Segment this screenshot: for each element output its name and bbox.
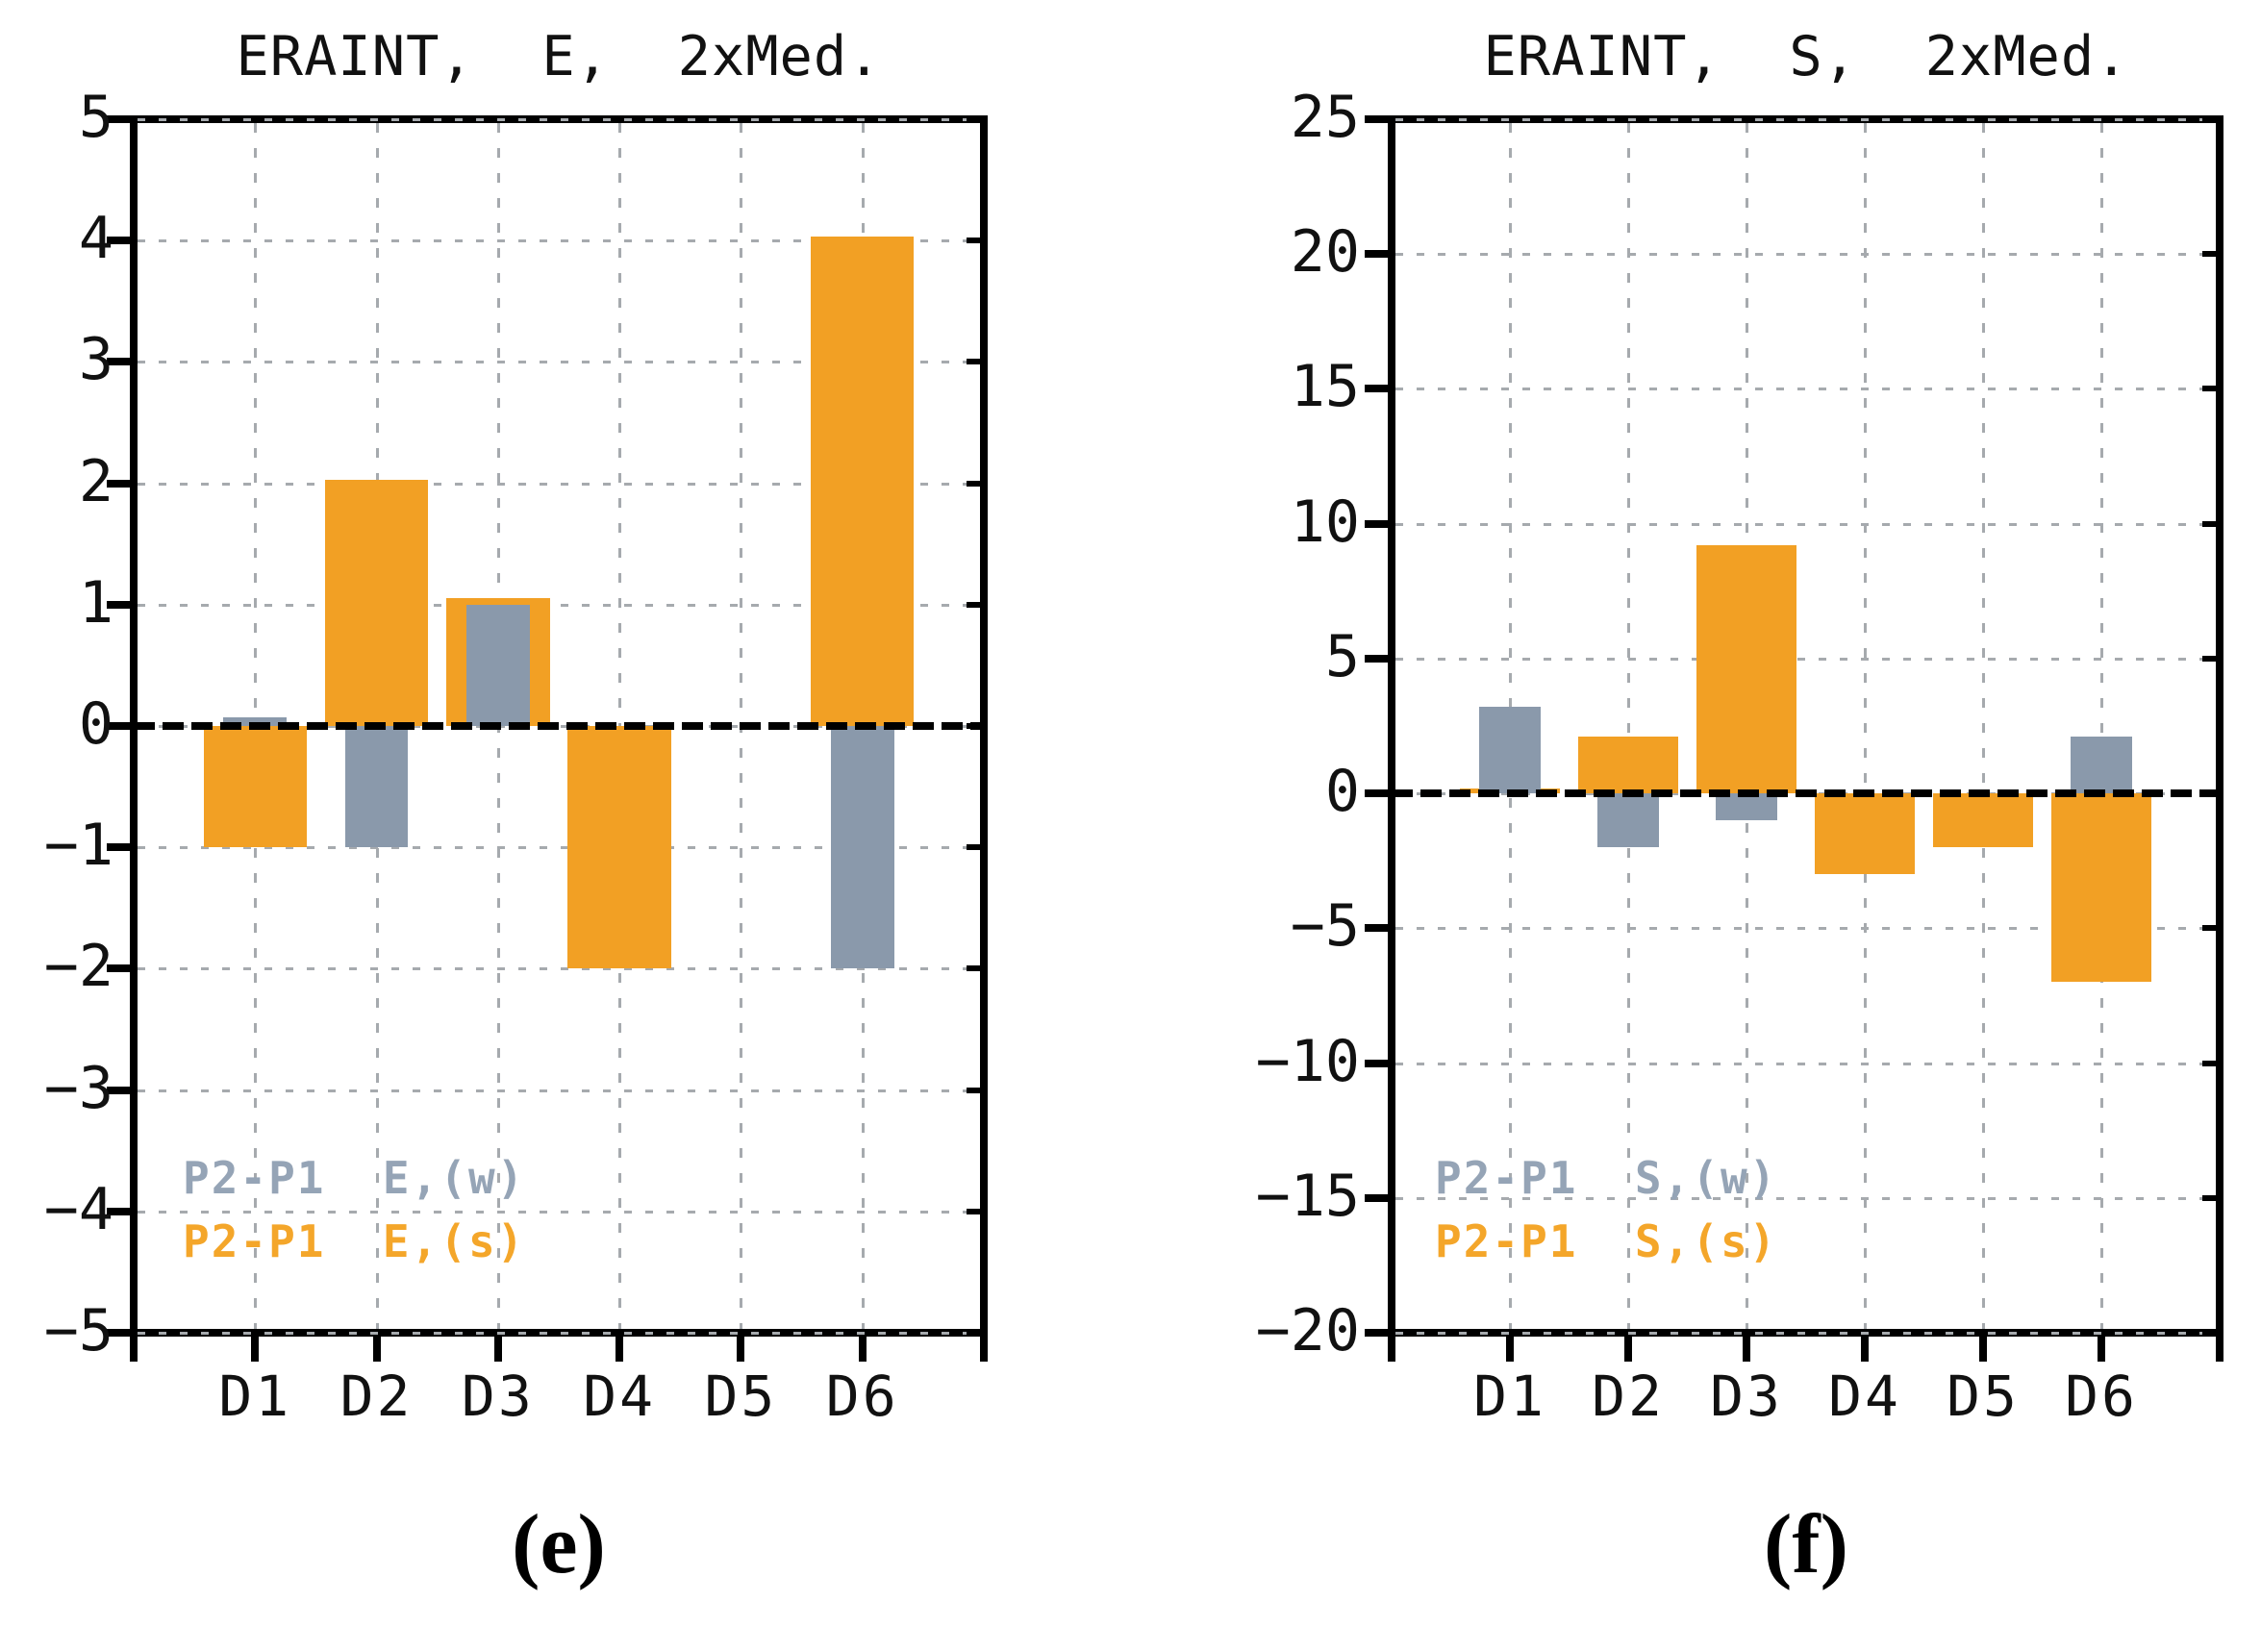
y-tick-label: −4 (43, 1175, 113, 1243)
x-tick-label-d3: D3 (461, 1364, 535, 1429)
x-axis-tick (1979, 1337, 1987, 1362)
x-tick-label-d1: D1 (1473, 1364, 1546, 1429)
x-axis-tick (980, 1337, 988, 1362)
y-axis-tick (1365, 924, 1388, 933)
chart-f-caption: (f) (1764, 1498, 1848, 1591)
y-axis-tick (1365, 250, 1388, 259)
chart-f-title: ERAINT, S, 2xMed. (1483, 25, 2129, 88)
legend-item-winter: P2-P1 E,(w) (183, 1152, 526, 1204)
y-axis-tick (107, 237, 130, 245)
y-axis-tick (107, 1086, 130, 1094)
x-axis-tick (372, 1337, 381, 1362)
y-axis-tick (1365, 654, 1388, 663)
y-tick-label: 5 (78, 84, 113, 151)
x-axis-tick (615, 1337, 624, 1362)
y-tick-label: −2 (43, 933, 113, 1001)
y-tick-label: 25 (1290, 84, 1360, 151)
y-tick-label: 10 (1290, 488, 1360, 556)
x-axis-tick (2216, 1337, 2223, 1362)
x-tick-label-d6: D6 (2065, 1364, 2138, 1429)
x-axis-tick (1624, 1337, 1632, 1362)
y-axis-tick (107, 843, 130, 852)
x-tick-label-d2: D2 (1592, 1364, 1665, 1429)
y-axis-tick (1365, 789, 1388, 798)
x-axis-tick (1861, 1337, 1869, 1362)
y-axis-tick (1365, 385, 1388, 393)
x-axis-tick (1388, 1337, 1395, 1362)
y-tick-label: 3 (78, 326, 113, 394)
x-tick-label-d4: D4 (583, 1364, 657, 1429)
x-axis-tick (2098, 1337, 2105, 1362)
x-axis-tick (737, 1337, 745, 1362)
y-tick-label: 0 (78, 690, 113, 758)
y-axis-tick (107, 115, 130, 123)
y-axis-tick (107, 722, 130, 730)
x-tick-label-d4: D4 (1828, 1364, 1901, 1429)
x-tick-label-d5: D5 (704, 1364, 778, 1429)
y-axis-tick (107, 479, 130, 488)
y-axis-tick (107, 1329, 130, 1337)
y-axis-tick (1365, 1193, 1388, 1202)
x-tick-label-d2: D2 (339, 1364, 414, 1429)
y-axis-tick (1365, 1329, 1388, 1337)
y-tick-label: 1 (78, 568, 113, 637)
x-axis-tick (1506, 1337, 1514, 1362)
x-tick-label-d5: D5 (1947, 1364, 2020, 1429)
y-tick-label: −5 (43, 1297, 113, 1364)
chart-e-caption: (e) (512, 1498, 606, 1591)
x-axis-tick (1743, 1337, 1750, 1362)
x-tick-label-d3: D3 (1710, 1364, 1783, 1429)
y-tick-label: 20 (1290, 218, 1360, 287)
legend-item-summer: P2-P1 E,(s) (183, 1215, 526, 1267)
y-axis-tick (1365, 1059, 1388, 1067)
legend-item-summer: P2-P1 S,(s) (1435, 1215, 1778, 1267)
y-tick-label: −3 (43, 1054, 113, 1122)
chart-e-title: ERAINT, E, 2xMed. (236, 25, 882, 88)
y-tick-label: −15 (1255, 1162, 1360, 1230)
legend-item-winter: P2-P1 S,(w) (1435, 1152, 1778, 1204)
x-axis-tick (130, 1337, 138, 1362)
x-axis-tick (858, 1337, 867, 1362)
y-tick-label: −20 (1255, 1297, 1360, 1364)
x-axis-tick (251, 1337, 260, 1362)
y-tick-label: 0 (1324, 758, 1360, 826)
y-axis-tick (107, 1207, 130, 1215)
y-axis-tick (1365, 115, 1388, 123)
y-tick-label: 4 (78, 205, 113, 273)
y-axis-tick (1365, 519, 1388, 528)
x-tick-label-d1: D1 (218, 1364, 292, 1429)
y-axis-tick (107, 358, 130, 366)
y-tick-label: 2 (78, 447, 113, 515)
y-tick-label: −1 (43, 812, 113, 880)
y-tick-label: 5 (1324, 622, 1360, 690)
x-axis-tick (493, 1337, 502, 1362)
y-axis-tick (107, 600, 130, 609)
y-tick-label: 15 (1290, 353, 1360, 421)
x-tick-label-d6: D6 (825, 1364, 899, 1429)
y-axis-tick (107, 964, 130, 973)
y-tick-label: −5 (1290, 892, 1360, 961)
y-tick-label: −10 (1255, 1027, 1360, 1095)
